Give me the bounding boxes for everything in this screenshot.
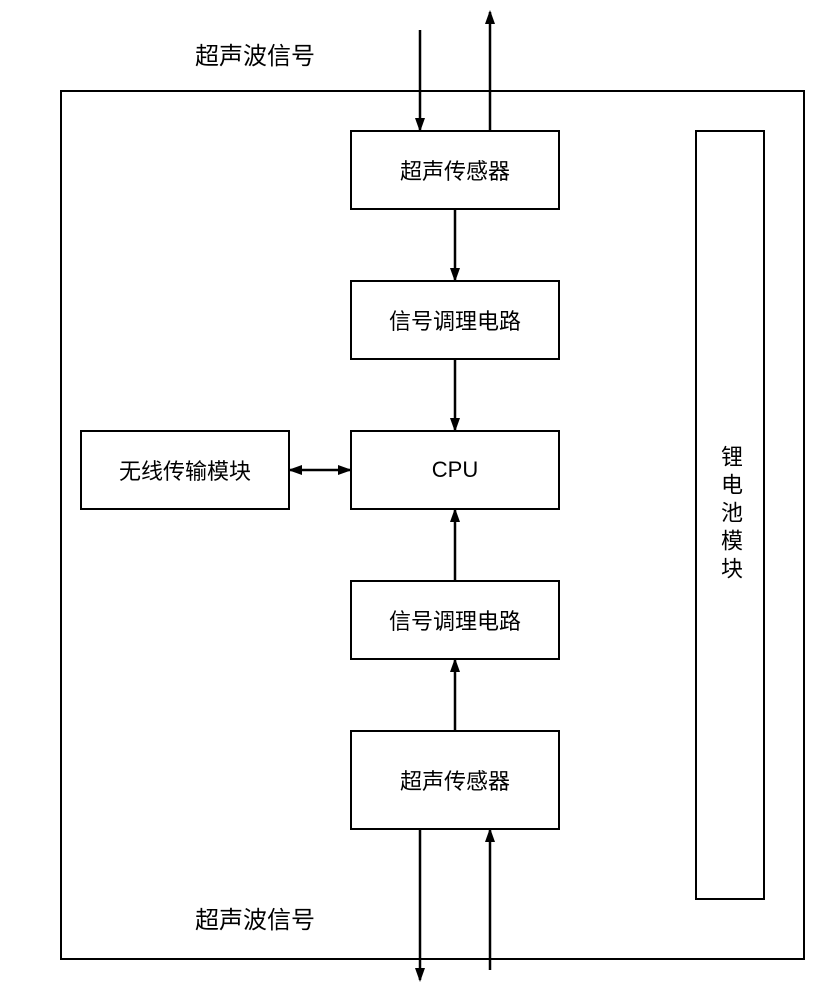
arrows-layer (0, 0, 824, 1000)
block-diagram: 超声波信号 超声波信号 超声传感器 信号调理电路 CPU 无线传输模块 信号调理… (0, 0, 824, 1000)
